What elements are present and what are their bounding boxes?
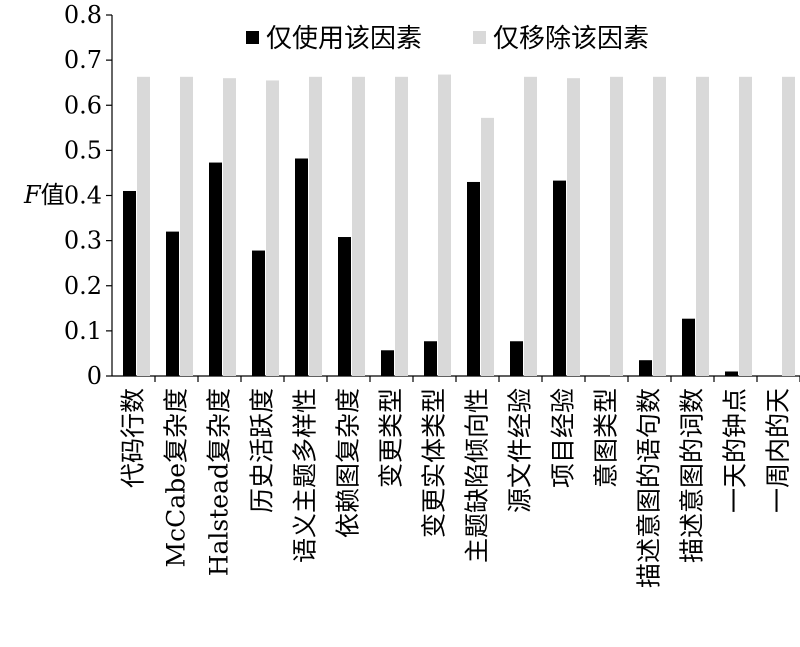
bar-only-use — [209, 162, 222, 376]
x-tick-label: 语义主题多样性 — [291, 388, 320, 563]
bar-only-remove — [180, 76, 193, 376]
x-tick-label: 一周内的天 — [764, 388, 793, 513]
bar-only-remove — [137, 76, 150, 376]
x-tick-label: 主题缺陷倾向性 — [463, 388, 492, 563]
y-tick-label: 0.2 — [64, 272, 102, 300]
y-tick-label: 0.1 — [64, 317, 102, 345]
x-tick-label: 意图类型 — [592, 388, 621, 488]
y-tick-label: 0.3 — [64, 227, 102, 255]
x-tick-label: 代码行数 — [119, 388, 148, 488]
bar-only-remove — [696, 76, 709, 376]
bar-only-use — [510, 341, 523, 376]
bar-only-remove — [653, 76, 666, 376]
y-tick-label: 0.6 — [64, 91, 102, 119]
x-tick-label: 依赖图复杂度 — [334, 388, 363, 538]
bar-only-use — [338, 237, 351, 376]
bar-only-remove — [610, 76, 623, 376]
x-tick-label: 变更实体类型 — [420, 388, 449, 538]
bar-only-use — [252, 250, 265, 376]
bar-only-use — [553, 180, 566, 376]
y-tick-label: 0.8 — [64, 1, 102, 29]
bar-only-remove — [739, 76, 752, 376]
x-tick-label: 描述意图的词数 — [678, 388, 707, 563]
bar-only-remove — [567, 78, 580, 377]
bar-only-use — [123, 190, 136, 376]
y-tick-label: 0.4 — [64, 182, 102, 210]
y-axis-ticks: 0 0.1 0.2 0.3 0.4 0.5 0.6 0.7 0.8 — [64, 1, 112, 390]
y-tick-label: 0 — [87, 362, 102, 390]
bar-only-use — [295, 158, 308, 376]
x-tick-label: 一天的钟点 — [721, 388, 750, 513]
bar-only-remove — [524, 76, 537, 376]
bar-only-remove — [782, 76, 795, 376]
bar-only-remove — [266, 80, 279, 377]
x-axis-labels: 代码行数 McCabe复杂度 Halstead复杂度 历史活跃度 语义主题多样性 依赖图复… — [119, 388, 793, 588]
legend-label-only-remove: 仅移除该因素 — [493, 24, 649, 54]
x-tick-label: 描述意图的语句数 — [635, 388, 664, 588]
y-axis-label: F值 — [23, 181, 65, 209]
bar-only-remove — [438, 74, 451, 376]
x-tick-label: 变更类型 — [377, 388, 406, 488]
bar-only-use — [682, 318, 695, 376]
y-tick-label: 0.7 — [64, 46, 102, 74]
legend-swatch-only-remove — [473, 31, 486, 44]
bar-only-remove — [223, 78, 236, 377]
bar-only-use — [467, 181, 480, 376]
x-tick-label: 历史活跃度 — [248, 388, 277, 513]
x-tick-label: McCabe复杂度 — [162, 388, 191, 567]
legend-swatch-only-use — [246, 31, 259, 44]
y-tick-label: 0.5 — [64, 136, 102, 164]
bars — [123, 74, 800, 382]
bar-only-use — [381, 350, 394, 376]
legend-label-only-use: 仅使用该因素 — [266, 24, 422, 54]
bar-only-remove — [352, 76, 365, 376]
bar-only-use — [424, 341, 437, 376]
bar-only-remove — [395, 76, 408, 376]
bar-only-use — [639, 360, 652, 376]
bar-only-use — [725, 371, 738, 376]
bar-only-remove — [309, 76, 322, 376]
x-tick-label: 源文件经验 — [506, 388, 535, 513]
bar-only-use — [166, 231, 179, 376]
x-tick-label: 项目经验 — [549, 388, 578, 488]
legend: 仅使用该因素 仅移除该因素 — [246, 24, 649, 54]
bar-only-remove — [481, 117, 494, 376]
x-tick-label: Halstead复杂度 — [205, 388, 234, 576]
